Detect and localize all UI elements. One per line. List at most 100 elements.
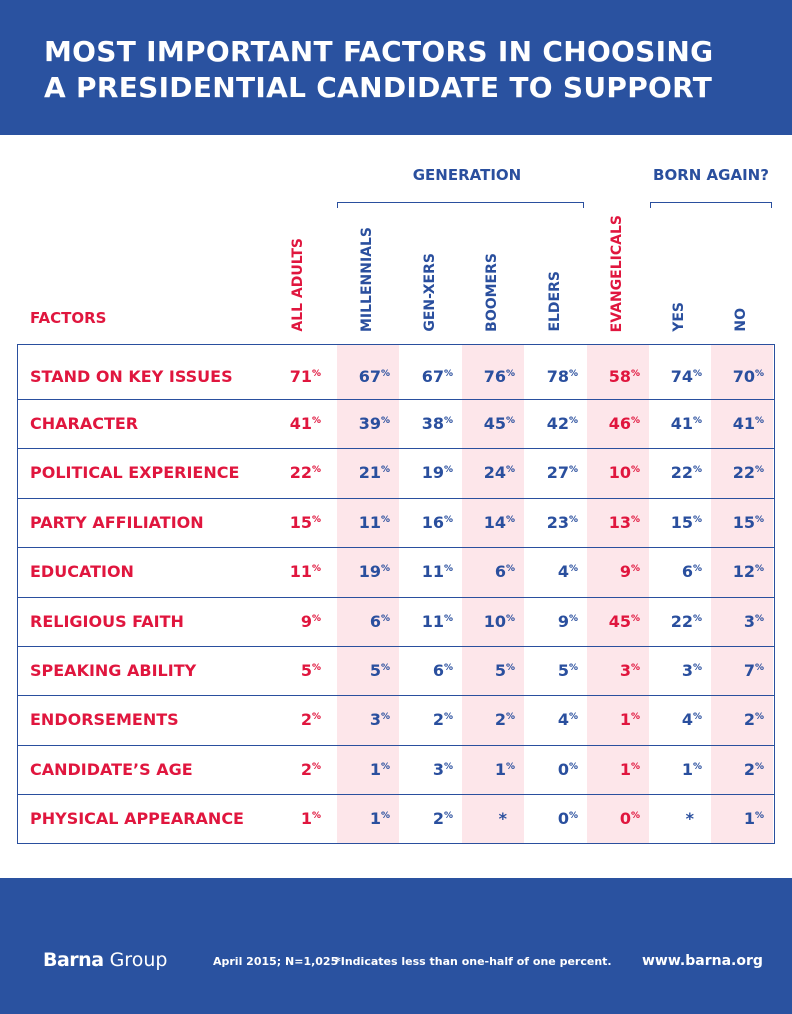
percent-sign: % [443, 369, 453, 379]
percent-sign: % [505, 369, 515, 379]
cell-value: 3% [704, 612, 764, 631]
value-number: 7 [743, 661, 755, 680]
percent-sign: % [568, 663, 578, 673]
percent-sign: % [630, 712, 640, 723]
value-number: 10 [608, 463, 631, 483]
cell-value: 1% [642, 760, 702, 779]
cell-value: 76% [455, 367, 515, 386]
value-number: 2 [494, 710, 506, 730]
value-number: 45 [608, 611, 631, 631]
value-number: 9 [300, 611, 312, 631]
value-number: 58 [608, 367, 631, 386]
cell-value: 6% [393, 661, 453, 680]
percent-sign: % [692, 514, 702, 525]
cell-value: 14% [455, 513, 515, 532]
percent-sign: % [380, 663, 390, 673]
cell-value: 41% [261, 414, 321, 433]
page-title: MOST IMPORTANT FACTORS IN CHOOSING A PRES… [44, 34, 713, 106]
group-label-born-again: BORN AGAIN? [653, 166, 769, 184]
cell-value: 2% [704, 710, 764, 729]
cell-value: 7% [704, 661, 764, 680]
cell-value: 1% [580, 710, 640, 729]
percent-sign: % [380, 465, 390, 476]
cell-value: 67% [330, 367, 390, 386]
cell-value: 11% [330, 513, 390, 532]
percent-sign: % [754, 416, 764, 426]
cell-value: 6% [455, 562, 515, 581]
value-number: 2 [432, 710, 444, 730]
barna-logo: Barna Group [43, 949, 168, 971]
footer: Barna Group April 2015; N=1,025 *Indicat… [0, 878, 792, 1014]
table-row: PHYSICAL APPEARANCE 1% 1% 2% * 0% 0% * 1% [18, 795, 774, 844]
column-header-label: EVANGELICALS [609, 214, 625, 332]
cell-value: 22% [642, 612, 702, 631]
value-number: 6 [494, 562, 506, 582]
cell-value: 15% [642, 513, 702, 532]
percent-sign: % [692, 369, 702, 379]
percent-sign: % [505, 514, 515, 525]
column-header-label: GEN-XERS [422, 253, 438, 332]
cell-value: 2% [455, 710, 515, 729]
value-number: 10 [483, 611, 506, 631]
value-number: 5 [369, 661, 381, 680]
column-header: ELDERS [540, 200, 570, 332]
value-number: 6 [432, 661, 444, 680]
percent-sign: % [630, 663, 640, 673]
percent-sign: % [311, 564, 321, 575]
value-number: 22 [732, 463, 755, 483]
value-number: 19 [358, 562, 381, 582]
cell-value: 3% [393, 760, 453, 779]
percent-sign: % [505, 416, 515, 426]
value-number: 1 [369, 759, 381, 779]
value-number: 22 [670, 611, 693, 631]
value-number: 38 [421, 414, 444, 433]
percent-sign: % [568, 514, 578, 525]
generation-bracket [337, 202, 584, 208]
website-link[interactable]: www.barna.org [642, 953, 763, 969]
percent-sign: % [311, 712, 321, 723]
table-row: EDUCATION 11% 19% 11% 6% 4% 9% 6% 12% [18, 548, 774, 598]
percent-sign: % [311, 465, 321, 476]
value-number: 2 [300, 759, 312, 779]
value-number: 15 [732, 512, 755, 532]
percent-sign: % [754, 564, 764, 575]
cell-value: 3% [330, 710, 390, 729]
value-number: 2 [432, 809, 444, 829]
value-number: 71 [289, 367, 312, 386]
value-number: 13 [608, 512, 631, 532]
cell-value: 58% [580, 367, 640, 386]
value-number: 27 [546, 463, 569, 483]
percent-sign: % [630, 564, 640, 575]
percent-sign: % [505, 761, 515, 772]
percent-sign: % [443, 761, 453, 772]
cell-value: 1% [330, 760, 390, 779]
percent-sign: % [692, 416, 702, 426]
value-number: 3 [369, 710, 381, 730]
percent-sign: % [443, 564, 453, 575]
cell-value: 11% [393, 612, 453, 631]
value-number: 24 [483, 463, 506, 483]
percent-sign: % [380, 369, 390, 379]
cell-value: 27% [518, 463, 578, 482]
born-again-bracket [650, 202, 772, 208]
percent-sign: % [754, 465, 764, 476]
value-number: 1 [369, 809, 381, 829]
cell-value: 2% [261, 760, 321, 779]
percent-sign: % [311, 663, 321, 673]
value-number: 4 [681, 710, 693, 730]
percent-sign: % [380, 761, 390, 772]
cell-value: 4% [642, 710, 702, 729]
value-number: 22 [670, 463, 693, 483]
table-row: ENDORSEMENTS 2% 3% 2% 2% 4% 1% 4% 2% [18, 696, 774, 746]
cell-value: 46% [580, 414, 640, 433]
value-number: 70 [732, 367, 755, 386]
percent-sign: % [505, 564, 515, 575]
factor-label: ENDORSEMENTS [30, 710, 179, 730]
value-number: * [685, 809, 694, 829]
table-row: STAND ON KEY ISSUES 71% 67% 67% 76% 78% 58% 74%… [18, 345, 774, 400]
percent-sign: % [754, 514, 764, 525]
cell-value: 5% [518, 661, 578, 680]
percent-sign: % [692, 712, 702, 723]
table-row: POLITICAL EXPERIENCE 22% 21% 19% 24% 27% 10% 22… [18, 449, 774, 499]
cell-value: 12% [704, 562, 764, 581]
